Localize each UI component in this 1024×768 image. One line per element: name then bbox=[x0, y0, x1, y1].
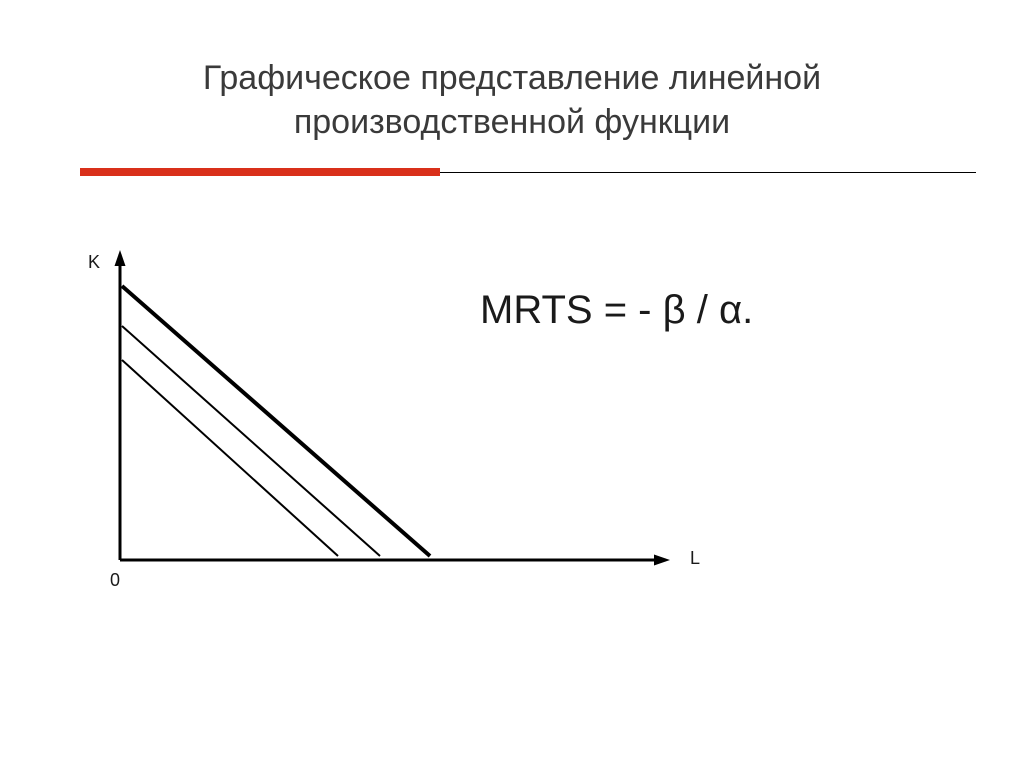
x-axis-label: L bbox=[690, 548, 700, 569]
chart-svg bbox=[0, 0, 1024, 768]
origin-label: 0 bbox=[110, 570, 120, 591]
y-axis-label: K bbox=[88, 252, 100, 273]
mrts-formula: MRTS = - β / α. bbox=[480, 288, 753, 333]
isoquants-group bbox=[122, 286, 430, 556]
